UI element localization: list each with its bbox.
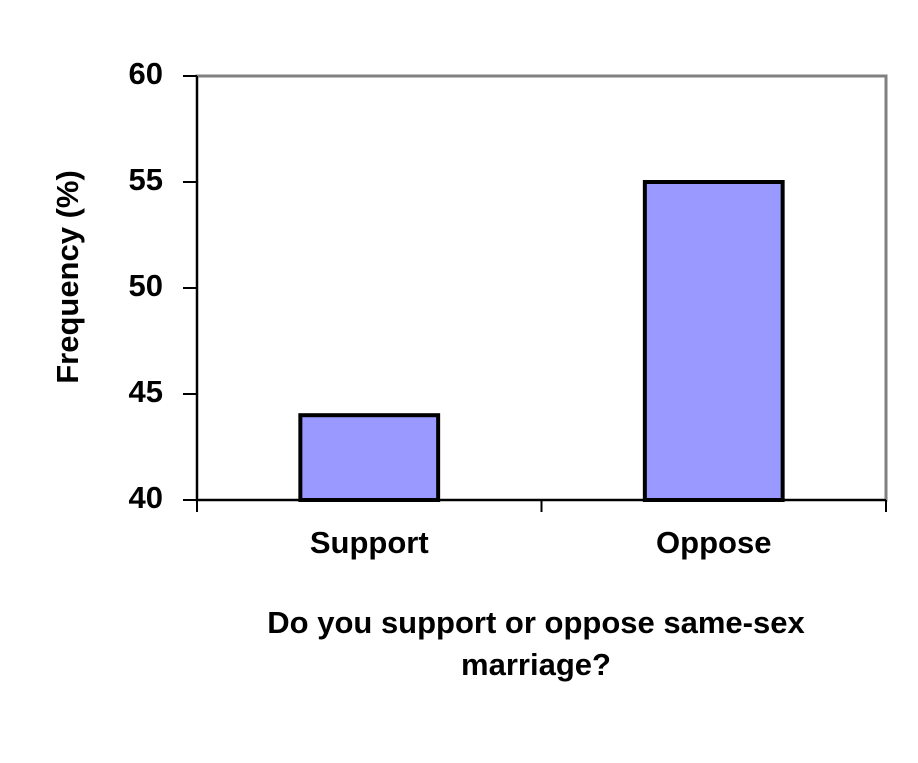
x-tick-label: Support	[310, 525, 429, 560]
y-tick-label: 55	[129, 162, 163, 197]
y-tick-label: 40	[129, 480, 163, 515]
x-axis-title: Do you support or oppose same-sex marria…	[267, 605, 805, 682]
y-tick-label: 50	[129, 268, 163, 303]
bar	[642, 180, 785, 502]
y-tick-label: 60	[129, 56, 163, 91]
y-axis-title: Frequency (%)	[50, 170, 85, 384]
bar	[298, 413, 441, 503]
y-tick-label: 45	[129, 374, 163, 409]
x-tick-label: Oppose	[656, 525, 771, 560]
